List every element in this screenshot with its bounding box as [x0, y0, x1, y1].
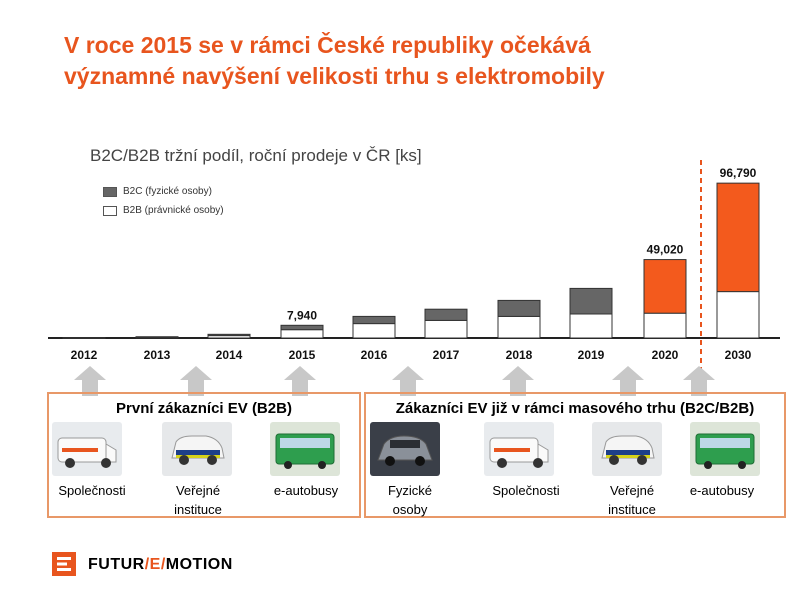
x-tick-label: 2012: [71, 348, 98, 362]
brand-name: FUTUR/E/MOTION: [88, 556, 233, 574]
bar-segment-b2c: [716, 182, 760, 293]
bar-segment-b2c: [569, 287, 613, 315]
bar-segment-b2c: [207, 333, 251, 337]
bar-segment-b2c: [135, 336, 179, 338]
label-line-2: instituce: [174, 502, 222, 517]
legend-item-b2b: B2B (právnické osoby): [103, 201, 224, 220]
slide-title: V roce 2015 se v rámci České republiky o…: [64, 30, 764, 92]
brand-part-1: FUTUR: [88, 556, 145, 573]
segment-item-label: Veřejné instituce: [158, 481, 238, 519]
label-line-1: Fyzické: [387, 483, 433, 498]
label-line-2: instituce: [608, 502, 656, 517]
bar-segment-b2b: [497, 315, 541, 339]
slide-title-line-1: V roce 2015 se v rámci České republiky o…: [64, 32, 591, 58]
legend-label-b2c: B2C (fyzické osoby): [123, 186, 212, 197]
up-arrow-icon: [502, 366, 534, 396]
x-tick-label: 2018: [506, 348, 533, 362]
x-tick-label: 2013: [144, 348, 171, 362]
segment-item-label: e-autobusy: [264, 481, 348, 500]
segment-item-label: Veřejné instituce: [592, 481, 672, 519]
van-icon: [52, 422, 122, 476]
bar-segment-b2b: [424, 319, 468, 339]
bar-segment-b2c: [352, 315, 396, 325]
legend-label-b2b: B2B (právnické osoby): [123, 205, 224, 216]
x-tick-label: 2014: [216, 348, 243, 362]
legend-item-b2c: B2C (fyzické osoby): [103, 182, 224, 201]
label-line-1: e-autobusy: [689, 483, 755, 498]
chart-legend: B2C (fyzické osoby) B2B (právnické osoby…: [103, 182, 224, 220]
bar-segment-b2b: [643, 312, 687, 339]
bar-segment-b2c: [643, 259, 687, 314]
label-line-1: Veřejné: [175, 483, 221, 498]
car-icon: [370, 422, 440, 476]
label-line-1: Společnosti: [492, 483, 560, 498]
bus-icon: [690, 422, 760, 476]
legend-swatch-b2b: [103, 205, 117, 216]
police-car-icon: [162, 422, 232, 476]
bar-total-label: 96,790: [720, 166, 757, 180]
up-arrow-icon: [392, 366, 424, 396]
label-line-1: Veřejné: [609, 483, 655, 498]
cez-logo-icon: [52, 552, 76, 576]
x-tick-label: 2016: [361, 348, 388, 362]
bar-segment-b2c: [280, 324, 324, 331]
bar-segment-b2b: [280, 329, 324, 339]
segment-item-label: e-autobusy: [680, 481, 764, 500]
up-arrow-icon: [612, 366, 644, 396]
bar-segment-b2b: [569, 313, 613, 339]
x-tick-label: 2030: [725, 348, 752, 362]
brand-part-2: /E/: [144, 556, 166, 573]
segment-title-mass-market: Zákazníci EV již v rámci masového trhu (…: [395, 400, 755, 417]
x-tick-label: 2017: [433, 348, 460, 362]
segment-item-label: Společnosti: [484, 481, 568, 500]
up-arrow-icon: [683, 366, 715, 396]
x-tick-label: 2015: [289, 348, 316, 362]
segment-item-label: Fyzické osoby: [370, 481, 450, 519]
segment-box-first-customers: [47, 392, 361, 518]
up-arrow-icon: [74, 366, 106, 396]
slide-title-line-2: významné navýšení velikosti trhu s elekt…: [64, 63, 605, 89]
bus-icon: [270, 422, 340, 476]
bar-total-label: 7,940: [287, 308, 317, 322]
chart-title: B2C/B2B tržní podíl, roční prodeje v ČR …: [90, 146, 422, 165]
brand-part-3: MOTION: [165, 556, 233, 573]
bar-segment-b2b: [716, 291, 760, 339]
bar-segment-b2b: [352, 323, 396, 339]
label-line-2: osoby: [392, 502, 428, 517]
van-icon: [484, 422, 554, 476]
label-line-1: e-autobusy: [273, 483, 339, 498]
segment-box-mass-market: [364, 392, 786, 518]
segment-item-label: Společnosti: [52, 481, 132, 500]
up-arrow-icon: [284, 366, 316, 396]
up-arrow-icon: [180, 366, 212, 396]
x-tick-label: 2020: [652, 348, 679, 362]
bar-segment-b2c: [497, 299, 541, 317]
bar-segment-b2c: [62, 337, 106, 339]
police-car-icon: [592, 422, 662, 476]
label-line-1: Společnosti: [58, 483, 126, 498]
legend-swatch-b2c: [103, 186, 117, 197]
bar-segment-b2c: [424, 308, 468, 321]
bar-total-label: 49,020: [647, 243, 684, 257]
segment-title-first-customers: První zákazníci EV (B2B): [116, 400, 292, 417]
x-tick-label: 2019: [578, 348, 605, 362]
